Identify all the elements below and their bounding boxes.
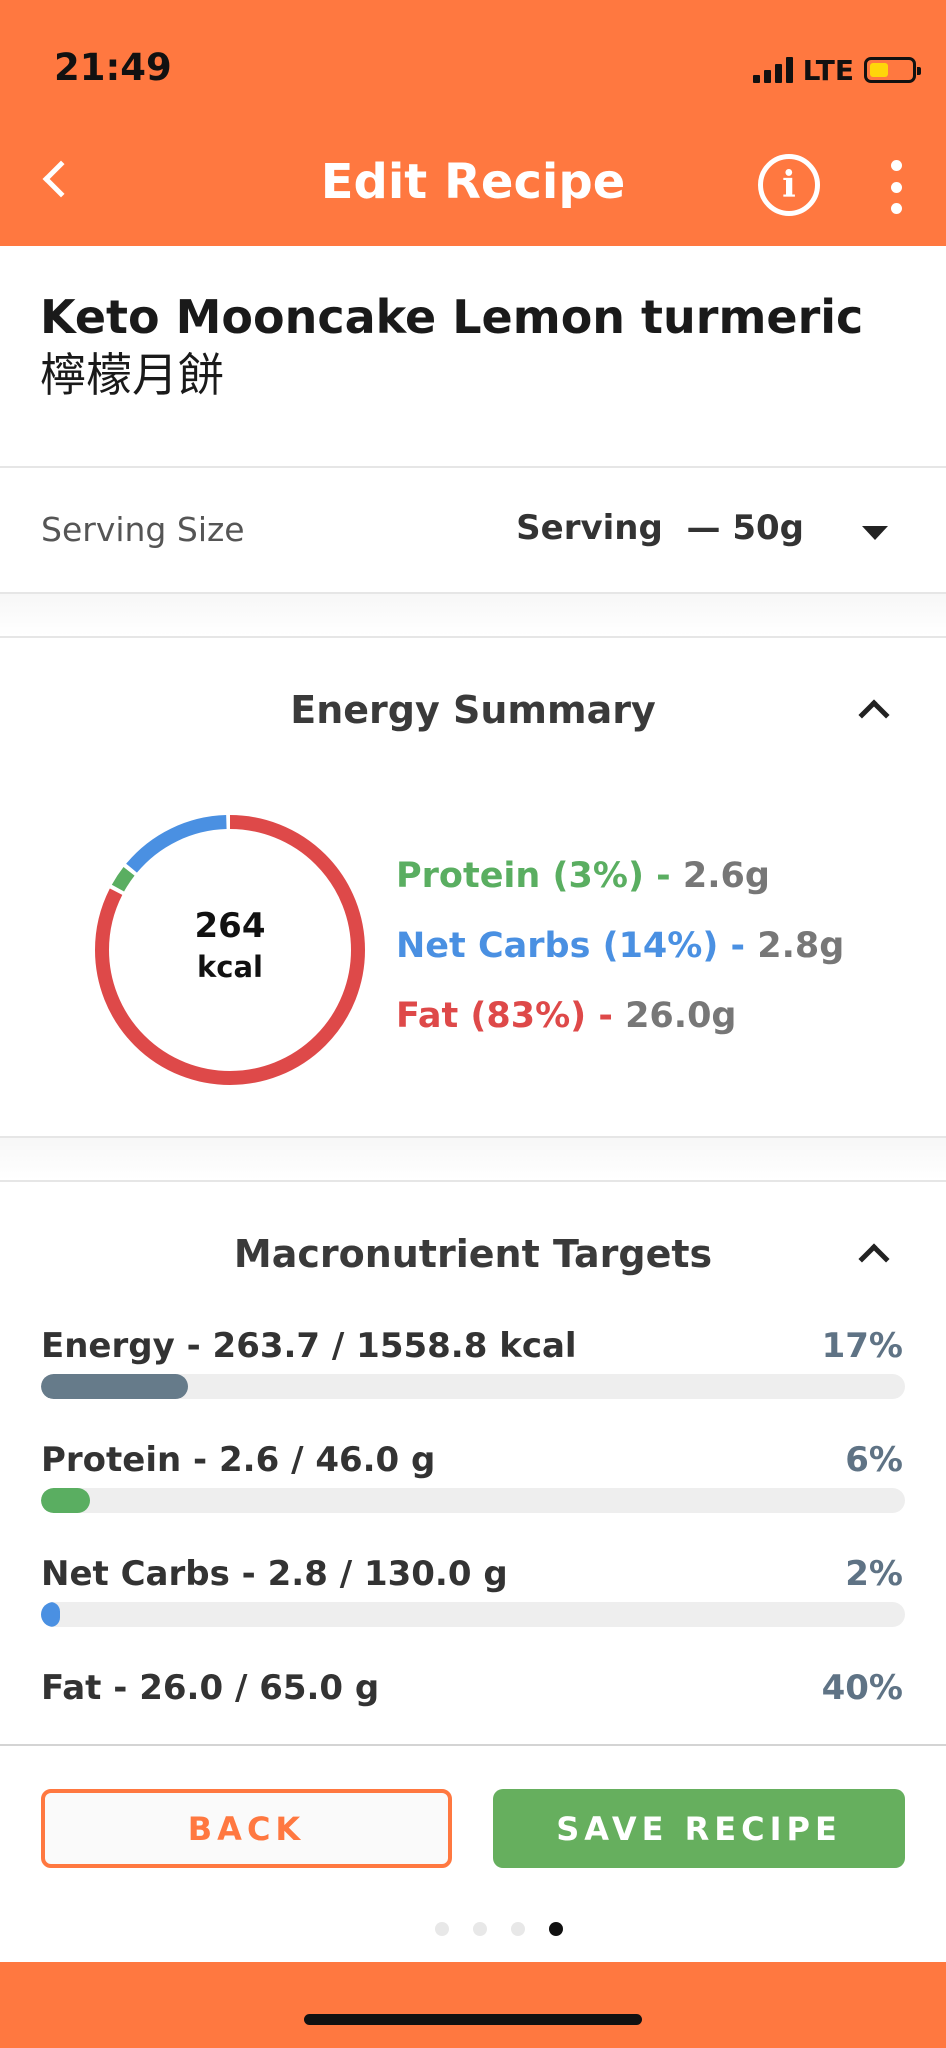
- divider: [0, 1136, 946, 1138]
- legend-net-carbs-sep: -: [718, 926, 758, 966]
- status-indicators: LTE: [752, 50, 921, 90]
- macro-fat-label: Fat - 26.0 / 65.0 g: [41, 1668, 380, 1708]
- divider: [0, 1180, 946, 1182]
- page-dot: [435, 1922, 449, 1936]
- page-dot: [549, 1922, 563, 1936]
- recipe-name[interactable]: Keto Mooncake Lemon turmeric 檸檬月餅: [40, 288, 920, 404]
- legend-fat-name: Fat (83%): [396, 996, 587, 1036]
- macro-net-carbs-bar: [41, 1602, 905, 1627]
- bottom-bar: [0, 1962, 946, 2048]
- battery-icon: [864, 57, 921, 83]
- kcal-value: 264: [194, 906, 266, 946]
- macro-energy-percent: 17%: [821, 1326, 903, 1366]
- recipe-name-line1: Keto Mooncake Lemon turmeric: [40, 290, 864, 344]
- macro-fat-percent: 40%: [821, 1668, 903, 1708]
- macro-energy-label: Energy - 263.7 / 1558.8 kcal: [41, 1326, 577, 1366]
- info-icon[interactable]: i: [758, 154, 820, 216]
- network-label: LTE: [802, 53, 854, 87]
- legend-fat-sep: -: [586, 996, 626, 1036]
- serving-size-select[interactable]: Serving — 50g: [516, 508, 804, 548]
- divider: [0, 592, 946, 594]
- macro-targets-title: Macronutrient Targets: [233, 1232, 713, 1276]
- section-gap: [0, 594, 946, 636]
- macro-energy-bar: [41, 1374, 905, 1399]
- page-title: Edit Recipe: [320, 154, 626, 210]
- macro-net-carbs-percent: 2%: [845, 1554, 903, 1594]
- more-vertical-icon[interactable]: [878, 160, 914, 214]
- divider: [0, 1744, 946, 1746]
- recipe-name-line2: 檸檬月餅: [40, 348, 224, 402]
- home-indicator[interactable]: [304, 2014, 642, 2025]
- legend-net-carbs: Net Carbs (14%) - 2.8g: [396, 926, 844, 966]
- divider: [0, 466, 946, 468]
- legend-fat-amount: 26.0g: [625, 996, 737, 1036]
- legend-protein-name: Protein (3%): [396, 856, 644, 896]
- energy-summary-title: Energy Summary: [290, 688, 656, 732]
- page-indicator: [0, 1922, 946, 1936]
- signal-icon: [752, 57, 793, 83]
- page-dot: [511, 1922, 525, 1936]
- legend-protein-sep: -: [643, 856, 683, 896]
- status-time: 21:49: [54, 46, 172, 89]
- legend-protein-amount: 2.6g: [682, 856, 770, 896]
- legend-net-carbs-name: Net Carbs (14%): [396, 926, 719, 966]
- caret-down-icon[interactable]: [862, 526, 888, 540]
- divider: [0, 636, 946, 638]
- energy-donut-chart: [95, 815, 365, 1085]
- macro-net-carbs-label: Net Carbs - 2.8 / 130.0 g: [41, 1554, 508, 1594]
- macro-protein-bar-fill: [41, 1488, 91, 1513]
- section-gap: [0, 1138, 946, 1180]
- legend-fat: Fat (83%) - 26.0g: [396, 996, 737, 1036]
- macro-protein-bar: [41, 1488, 905, 1513]
- back-button[interactable]: BACK: [41, 1789, 452, 1868]
- save-recipe-button[interactable]: SAVE RECIPE: [493, 1789, 905, 1868]
- serving-size-label: Serving Size: [41, 510, 245, 549]
- macro-net-carbs-bar-fill: [41, 1602, 60, 1627]
- kcal-unit: kcal: [197, 950, 263, 984]
- legend-protein: Protein (3%) - 2.6g: [396, 856, 770, 896]
- donut-segment-fat: [95, 815, 365, 1085]
- macro-energy-bar-fill: [41, 1374, 188, 1399]
- macro-protein-percent: 6%: [845, 1440, 903, 1480]
- page-dot: [473, 1922, 487, 1936]
- legend-net-carbs-amount: 2.8g: [757, 926, 845, 966]
- macro-protein-label: Protein - 2.6 / 46.0 g: [41, 1440, 436, 1480]
